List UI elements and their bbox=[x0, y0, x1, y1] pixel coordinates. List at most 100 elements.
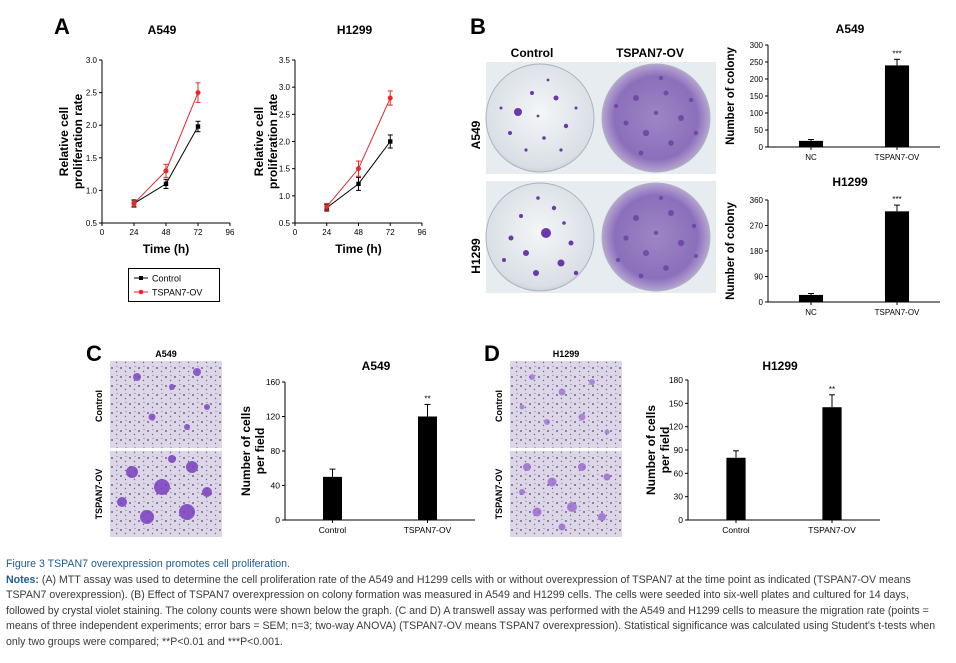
x-tick-label: 96 bbox=[226, 228, 235, 237]
point-control bbox=[163, 181, 169, 187]
point-tspan7 bbox=[387, 95, 393, 101]
transwell-a549-title: A549 bbox=[155, 349, 177, 359]
y-tick-label: 50 bbox=[754, 126, 763, 135]
transwell-h1299-control-field bbox=[510, 361, 622, 448]
y-tick-label: 100 bbox=[750, 109, 764, 118]
bar-control bbox=[323, 476, 342, 520]
y-tick-label: 120 bbox=[266, 412, 280, 422]
y-tick-label: 1.0 bbox=[86, 186, 98, 195]
panel-letter-a: A bbox=[54, 14, 70, 39]
y-tick-label: 160 bbox=[266, 377, 280, 387]
plate-a549-control bbox=[485, 63, 595, 173]
legend-control-marker bbox=[139, 276, 143, 280]
plate-h1299-control-colonies bbox=[502, 196, 579, 276]
y-axis-label: Number of colony bbox=[725, 202, 737, 300]
x-tick-label: 0 bbox=[293, 228, 298, 237]
plate-a549-control-colonies bbox=[499, 78, 578, 152]
caption-notes: Notes: (A) MTT assay was used to determi… bbox=[6, 573, 950, 651]
transwell-a549-image: A549 Control TSPAN7-OV bbox=[94, 349, 222, 537]
y-tick-label: 150 bbox=[750, 92, 764, 101]
panel-letter-c: C bbox=[86, 341, 102, 366]
x-tick-label: TSPAN7-OV bbox=[875, 308, 920, 317]
caption-title: Figure 3 TSPAN7 overexpression promotes … bbox=[6, 558, 291, 570]
y-tick-label: 300 bbox=[750, 41, 764, 50]
bar-tspan7-ov bbox=[822, 407, 842, 520]
x-tick-label: Control bbox=[722, 525, 750, 535]
significance-label: ** bbox=[424, 394, 430, 403]
y-tick-label: 1.5 bbox=[279, 165, 291, 174]
point-tspan7 bbox=[195, 90, 201, 96]
chart-title: H1299 bbox=[832, 175, 868, 189]
y-axis-label: Number of colony bbox=[725, 47, 737, 145]
bar-tspan7-ov bbox=[884, 211, 910, 302]
caption-notes-text: (A) MTT assay was used to determine the … bbox=[6, 573, 936, 648]
y-axis-label: Relative cellproliferation rate bbox=[252, 94, 280, 190]
transwell-a549-control-cells bbox=[133, 368, 210, 430]
plate-h1299-control bbox=[485, 182, 595, 292]
plate-a549-tspan7-colonies bbox=[614, 76, 699, 156]
colony-plates-image: Control TSPAN7-OV A549 H1299 bbox=[469, 46, 716, 293]
y-tick-label: 30 bbox=[674, 492, 684, 502]
y-tick-label: 120 bbox=[669, 422, 683, 432]
x-tick-label: TSPAN7-OV bbox=[404, 525, 452, 535]
bar-nc bbox=[798, 294, 824, 302]
y-tick-label: 270 bbox=[750, 222, 764, 231]
chart-title: A549 bbox=[836, 22, 865, 36]
bar-nc bbox=[798, 140, 824, 147]
y-tick-label: 1.0 bbox=[279, 192, 291, 201]
y-tick-label: 0.5 bbox=[86, 219, 98, 228]
transwell-h1299-image: H1299 Control TSPAN7-OV bbox=[494, 349, 622, 537]
bar-tspan7-ov bbox=[418, 416, 437, 520]
transwell-a549-tspan7-cells bbox=[117, 455, 212, 524]
y-tick-label: 0 bbox=[275, 515, 280, 525]
x-tick-label: 72 bbox=[194, 228, 203, 237]
x-tick-label: 0 bbox=[100, 228, 105, 237]
x-tick-label: 24 bbox=[322, 228, 331, 237]
y-tick-label: 0.5 bbox=[279, 219, 291, 228]
x-tick-label: NC bbox=[805, 308, 817, 317]
x-tick-label: TSPAN7-OV bbox=[808, 525, 856, 535]
significance-label: *** bbox=[892, 195, 901, 204]
y-axis-label: Number of cellsper field bbox=[239, 406, 267, 496]
y-tick-label: 90 bbox=[674, 445, 684, 455]
transwell-a549-label-control: Control bbox=[94, 390, 104, 422]
x-tick-label: 48 bbox=[354, 228, 363, 237]
y-tick-label: 40 bbox=[271, 481, 281, 491]
point-control bbox=[195, 124, 201, 129]
x-axis-label: Time (h) bbox=[143, 242, 189, 256]
panel-letter-d: D bbox=[484, 341, 500, 366]
transwell-h1299-tspan7-cells bbox=[519, 463, 611, 531]
h1299-colony-chart: H1299 Number of colony 0 90 180 270 360 NC *** TS… bbox=[725, 175, 940, 317]
h1299-proliferation-chart: H1299 Relative cellproliferation rate 0.5 1… bbox=[252, 23, 427, 256]
transwell-h1299-control-cells bbox=[519, 374, 610, 435]
y-tick-label: 0 bbox=[759, 143, 764, 152]
transwell-h1299-title: H1299 bbox=[553, 349, 580, 359]
chart-title: A549 bbox=[362, 359, 391, 373]
legend-control-label: Control bbox=[152, 274, 181, 284]
significance-label: *** bbox=[892, 49, 901, 58]
point-control bbox=[388, 139, 393, 144]
transwell-h1299-label-control: Control bbox=[494, 390, 504, 422]
y-tick-label: 2.0 bbox=[86, 121, 98, 130]
bar-tspan7-ov bbox=[884, 65, 910, 147]
y-tick-label: 90 bbox=[754, 273, 763, 282]
x-tick-label: TSPAN7-OV bbox=[875, 153, 920, 162]
plates-col-label-control: Control bbox=[511, 46, 554, 60]
proliferation-legend: Control TSPAN7-OV bbox=[128, 268, 220, 302]
a549-colony-chart: A549 Number of colony 0 50 100 150 200 250 300 NC… bbox=[725, 22, 940, 162]
y-tick-label: 150 bbox=[669, 398, 683, 408]
y-tick-label: 250 bbox=[750, 58, 764, 67]
plates-row-label-a549: A549 bbox=[469, 120, 483, 149]
y-tick-label: 200 bbox=[750, 75, 764, 84]
y-axis-label: Number of cellsper field bbox=[644, 405, 672, 495]
plate-h1299-tspan7 bbox=[601, 182, 711, 292]
transwell-a549-control-field bbox=[110, 361, 222, 448]
panel-letter-b: B bbox=[470, 14, 486, 39]
caption-notes-label: Notes: bbox=[6, 573, 39, 586]
x-axis-label: Time (h) bbox=[335, 242, 381, 256]
legend-tspan7-marker bbox=[138, 289, 144, 295]
x-tick-label: Control bbox=[319, 525, 347, 535]
y-tick-label: 180 bbox=[669, 375, 683, 385]
legend-box bbox=[128, 268, 220, 302]
a549-migration-chart: A549 Number of cellsper field 0 40 80 120 160 C… bbox=[239, 359, 475, 535]
